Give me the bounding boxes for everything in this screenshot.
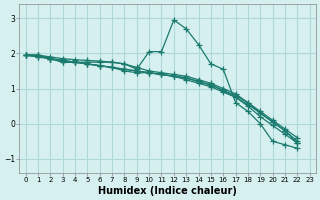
X-axis label: Humidex (Indice chaleur): Humidex (Indice chaleur) [98, 186, 237, 196]
